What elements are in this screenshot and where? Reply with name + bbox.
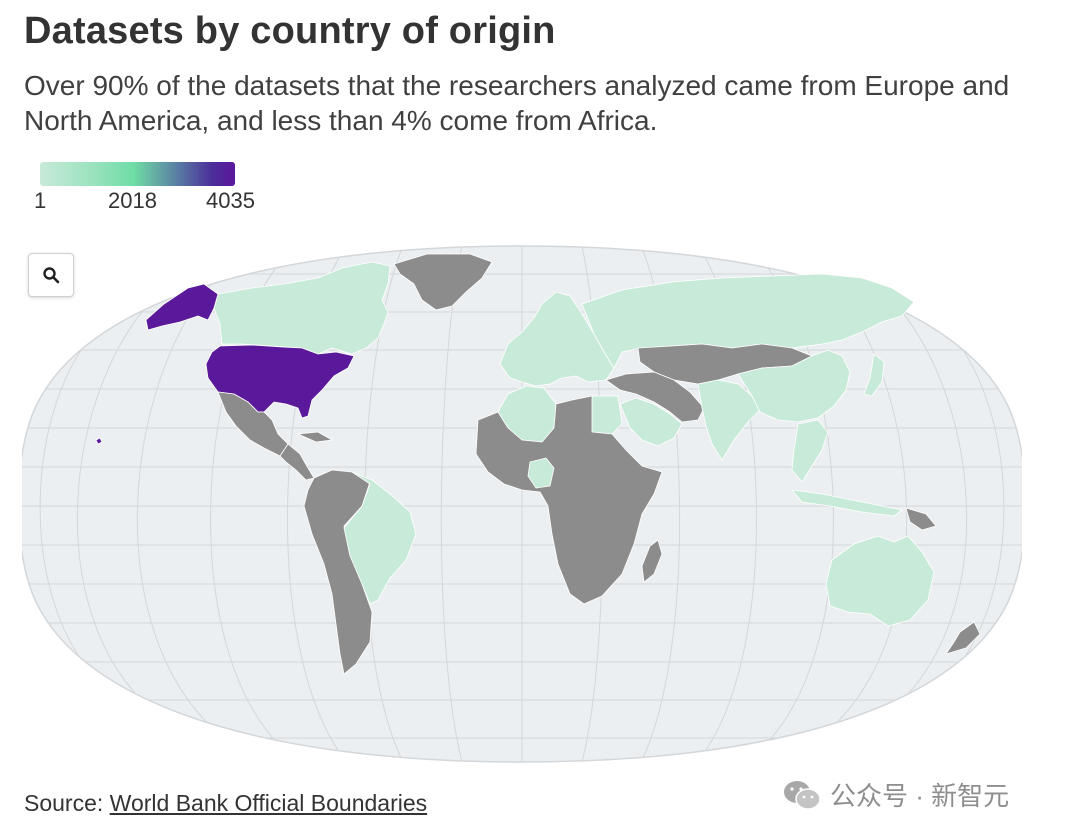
region-africa-other[interactable]	[475, 395, 663, 605]
region-hawaii[interactable]	[95, 437, 103, 445]
search-icon	[43, 267, 60, 284]
region-china[interactable]	[737, 349, 851, 423]
chart-subtitle: Over 90% of the datasets that the resear…	[24, 70, 1010, 136]
legend-gradient-bar	[40, 162, 235, 186]
color-legend: 1 2018 4035	[34, 162, 255, 213]
source-prefix: Source:	[24, 790, 110, 816]
region-madagascar[interactable]	[641, 539, 663, 583]
region-egypt[interactable]	[591, 395, 623, 435]
region-new-zealand[interactable]	[945, 621, 981, 655]
region-brazil[interactable]	[343, 471, 417, 605]
legend-mid-label: 2018	[108, 188, 157, 213]
chart-title: Datasets by country of origin	[24, 10, 556, 52]
region-australia[interactable]	[825, 535, 935, 627]
region-saudi-arabia[interactable]	[619, 397, 683, 447]
region-nigeria[interactable]	[527, 457, 555, 489]
region-caribbean[interactable]	[297, 431, 333, 443]
region-greenland[interactable]	[393, 253, 493, 311]
source-link[interactable]: World Bank Official Boundaries	[109, 790, 428, 816]
region-papua-new-guinea[interactable]	[905, 507, 937, 531]
region-india[interactable]	[697, 379, 761, 461]
watermark: 公众号 · 新智元	[782, 776, 1009, 813]
legend-max-label: 4035	[206, 188, 255, 213]
region-south-america-other[interactable]	[303, 469, 373, 675]
zoom-button[interactable]	[28, 253, 74, 297]
region-alaska[interactable]	[145, 283, 219, 331]
region-southeast-asia[interactable]	[791, 419, 829, 483]
region-russia[interactable]	[581, 273, 915, 369]
region-middle-east[interactable]	[605, 371, 705, 423]
region-indonesia[interactable]	[791, 489, 903, 517]
region-mexico[interactable]	[217, 391, 289, 457]
legend-min-label: 1	[34, 188, 47, 213]
source-note: Source: World Bank Official Boundaries	[24, 790, 427, 817]
region-japan[interactable]	[863, 353, 885, 397]
world-map[interactable]	[22, 244, 1022, 764]
world-map-svg	[22, 245, 1022, 763]
region-canada[interactable]	[213, 261, 391, 355]
watermark-text: 公众号 · 新智元	[830, 781, 1010, 811]
wechat-icon	[784, 780, 821, 810]
globe-outline	[22, 245, 1022, 763]
